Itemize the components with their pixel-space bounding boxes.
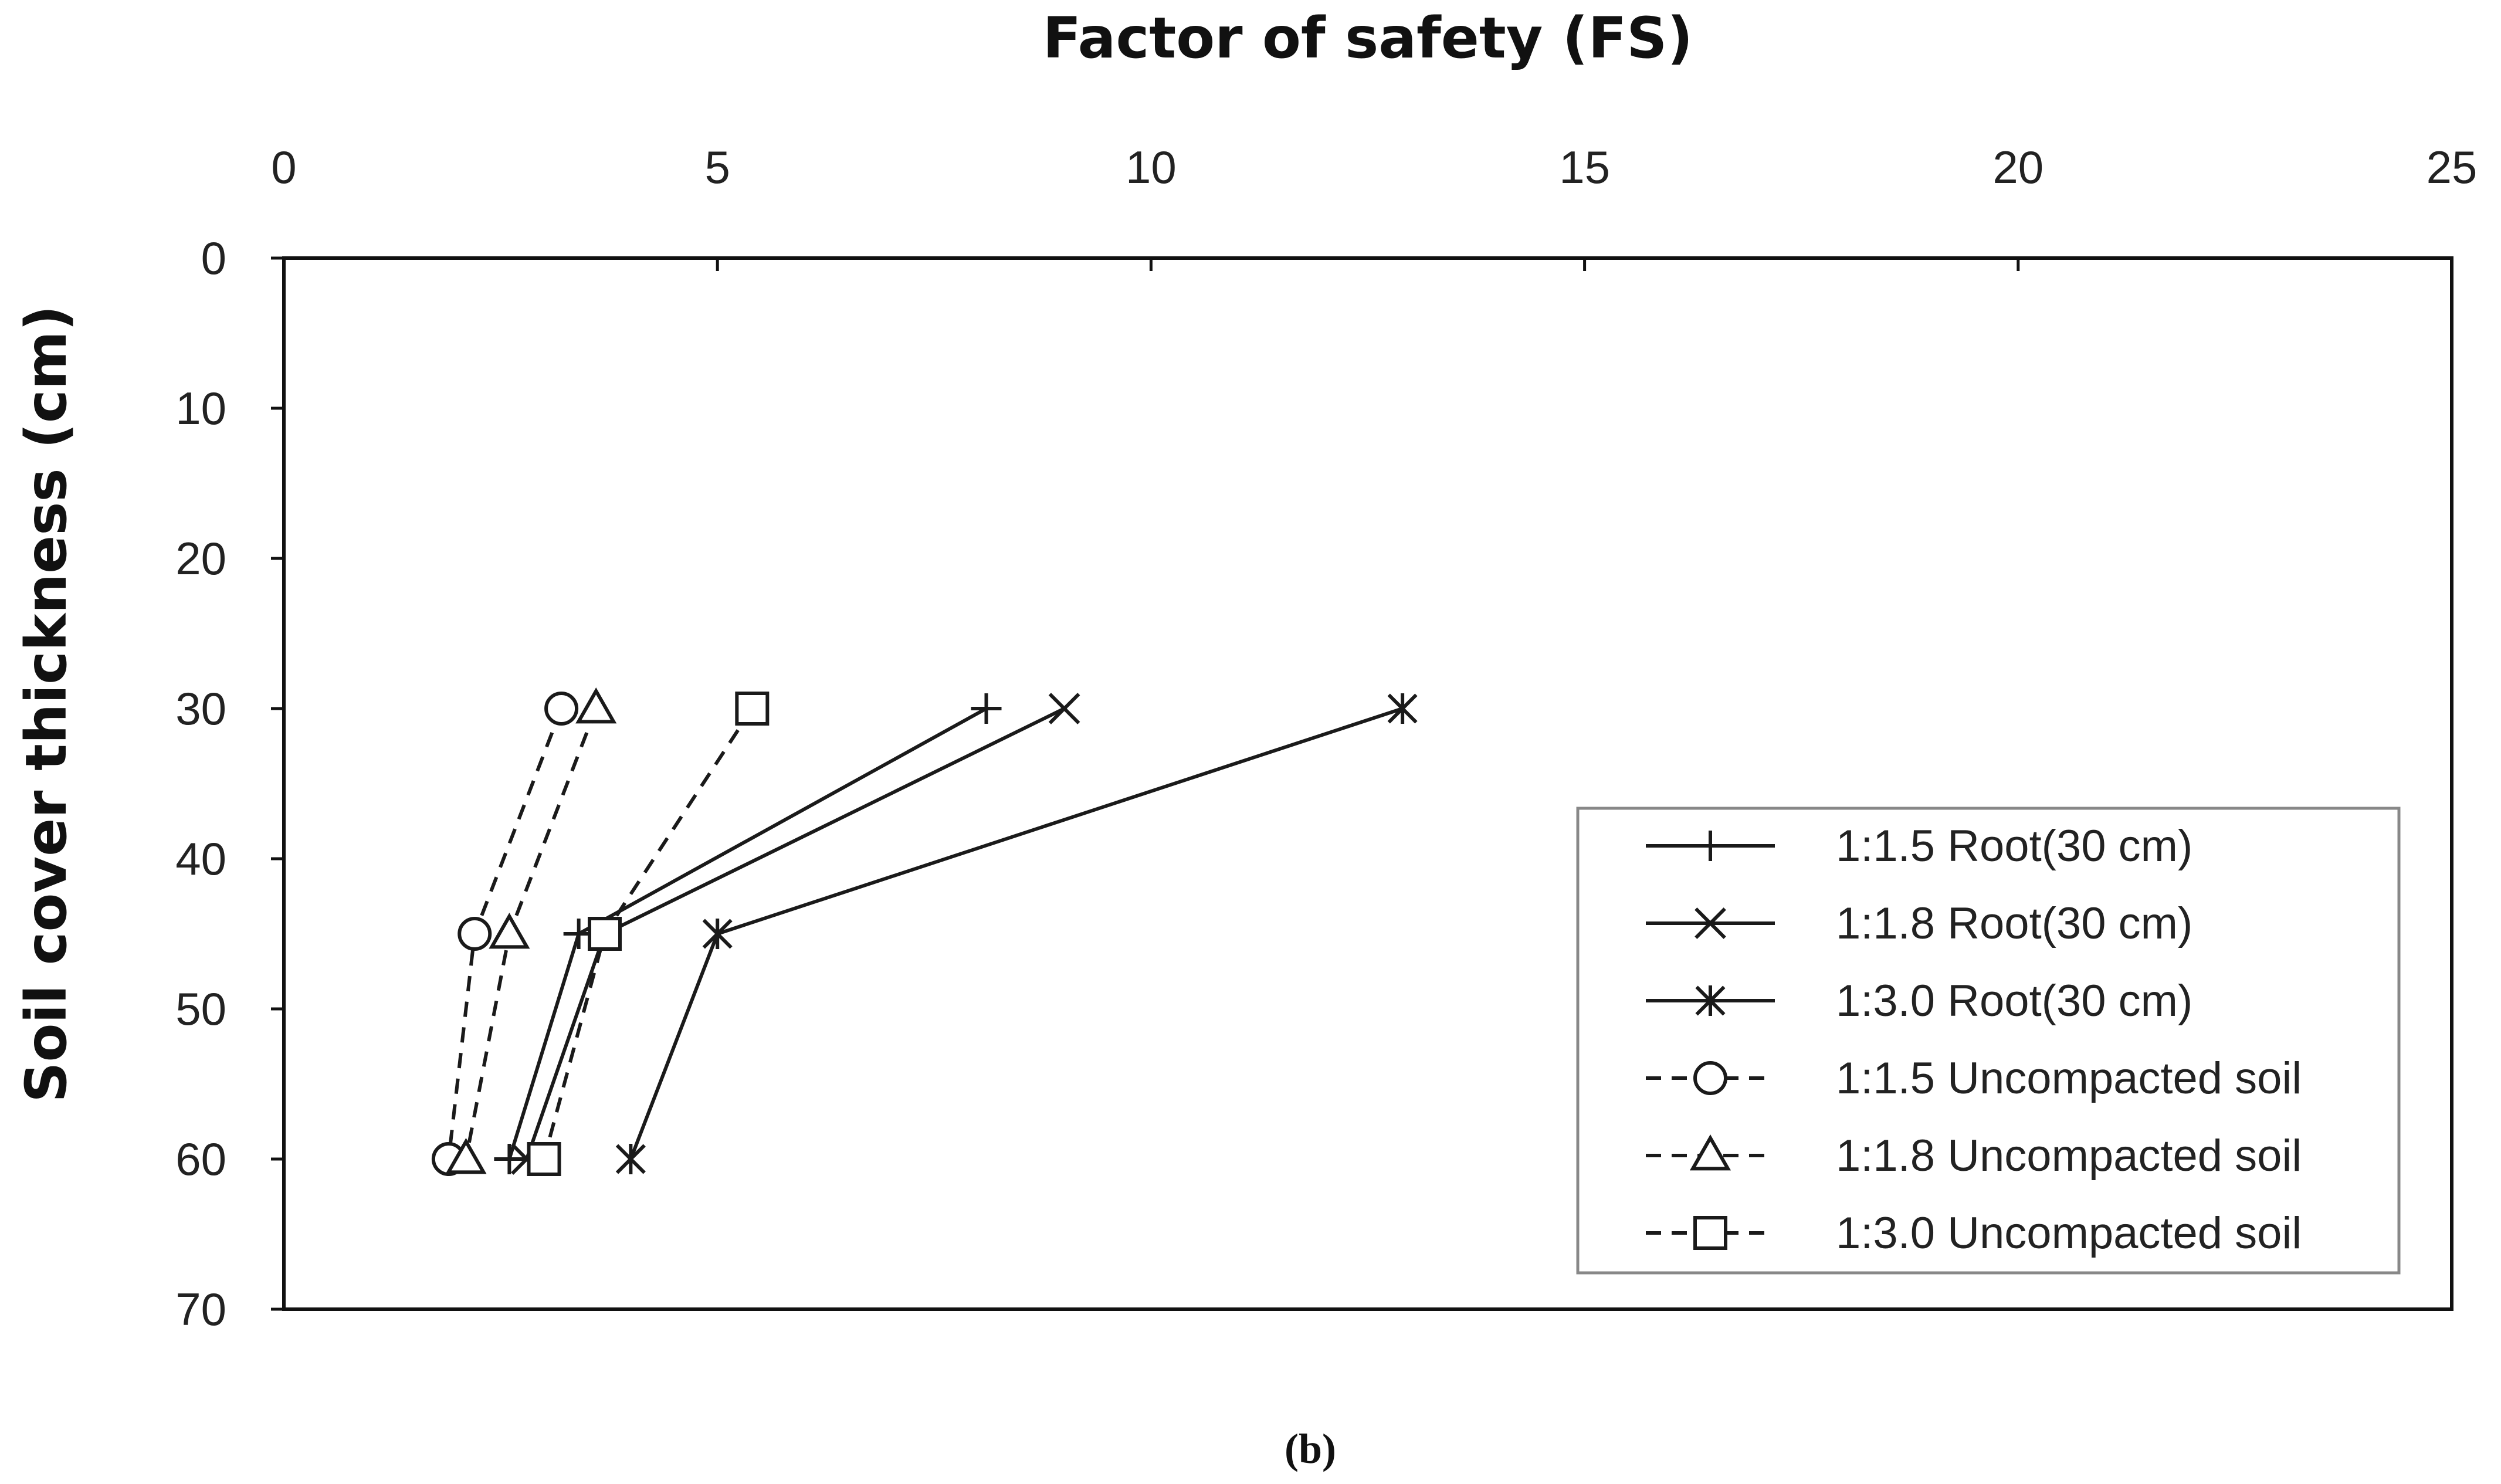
series-4 [431, 692, 579, 1176]
data-point-triangle [445, 1138, 487, 1174]
series-line [629, 707, 1404, 1160]
series-1 [494, 693, 1002, 1174]
y-tick-label: 30 [175, 683, 226, 734]
legend-marker-cross [1695, 907, 1726, 939]
x-tick-label: 20 [1992, 141, 2044, 193]
series-6 [527, 692, 770, 1176]
data-point-plus [494, 1144, 525, 1174]
data-point-square [735, 692, 770, 726]
data-point-star [1387, 693, 1418, 724]
x-axis-ticks: 0 5 10 15 20 25 [271, 141, 2477, 271]
x-tick-label: 5 [705, 141, 730, 193]
legend-item: 1:3.0 Root(30 cm) [1646, 976, 2192, 1026]
x-tick-label: 0 [271, 141, 296, 193]
legend-label: 1:1.8 Uncompacted soil [1836, 1131, 2302, 1181]
data-point-plus [971, 693, 1002, 724]
legend: 1:1.5 Root(30 cm) 1:1.8 Root(30 cm) 1:3.0 … [1576, 807, 2401, 1275]
legend-label: 1:1.8 Root(30 cm) [1836, 899, 2192, 948]
data-point-square [588, 917, 622, 951]
series-5 [445, 687, 617, 1174]
legend-item: 1:1.8 Root(30 cm) [1646, 899, 2192, 948]
y-axis-label: Soil cover thickness (cm) [13, 305, 79, 1102]
data-point-square [527, 1142, 561, 1176]
legend-marker-circle [1693, 1061, 1727, 1095]
legend-marker-star [1695, 985, 1726, 1016]
y-tick-label: 60 [175, 1133, 226, 1185]
legend-box [1576, 807, 2401, 1275]
plot-area-frame [282, 256, 2453, 1311]
legend-label: 1:1.5 Uncompacted soil [1836, 1053, 2302, 1103]
legend-label: 1:1.5 Root(30 cm) [1836, 821, 2192, 871]
data-point-star [615, 1144, 646, 1174]
x-tick-label: 10 [1126, 141, 1177, 193]
legend-label: 1:3.0 Uncompacted soil [1836, 1208, 2302, 1258]
y-tick-label: 50 [175, 983, 226, 1035]
y-tick-label: 10 [175, 382, 226, 434]
y-tick-label: 40 [175, 833, 226, 885]
legend-marker-triangle [1689, 1134, 1731, 1171]
y-tick-label: 20 [175, 533, 226, 584]
legend-item: 1:1.5 Root(30 cm) [1646, 821, 2192, 871]
legend-marker-plus [1695, 831, 1726, 861]
legend-label: 1:3.0 Root(30 cm) [1836, 976, 2192, 1026]
data-point-cross [1048, 693, 1080, 724]
x-tick-label: 15 [1559, 141, 1610, 193]
data-point-triangle [575, 687, 617, 724]
data-point-triangle [489, 913, 530, 949]
y-tick-label: 0 [201, 232, 226, 284]
y-tick-label: 70 [175, 1283, 226, 1335]
legend-items: 1:1.5 Root(30 cm) 1:1.8 Root(30 cm) 1:3.0 … [1646, 821, 2302, 1258]
legend-item: 1:3.0 Uncompacted soil [1646, 1208, 2302, 1258]
y-axis-ticks: 0 10 20 30 40 50 60 70 [175, 232, 284, 1335]
series-3 [615, 693, 1418, 1174]
legend-item: 1:1.5 Uncompacted soil [1646, 1053, 2302, 1103]
legend-item: 1:1.8 Uncompacted soil [1646, 1131, 2302, 1181]
data-point-circle [544, 692, 579, 726]
chart-title: Factor of safety (FS) [1043, 5, 1693, 71]
x-tick-label: 25 [2427, 141, 2478, 193]
series-layer [431, 687, 1418, 1176]
data-point-circle [458, 917, 492, 951]
figure-caption: (b) [1285, 1425, 1336, 1472]
legend-marker-square [1693, 1216, 1727, 1250]
data-point-star [702, 919, 733, 949]
